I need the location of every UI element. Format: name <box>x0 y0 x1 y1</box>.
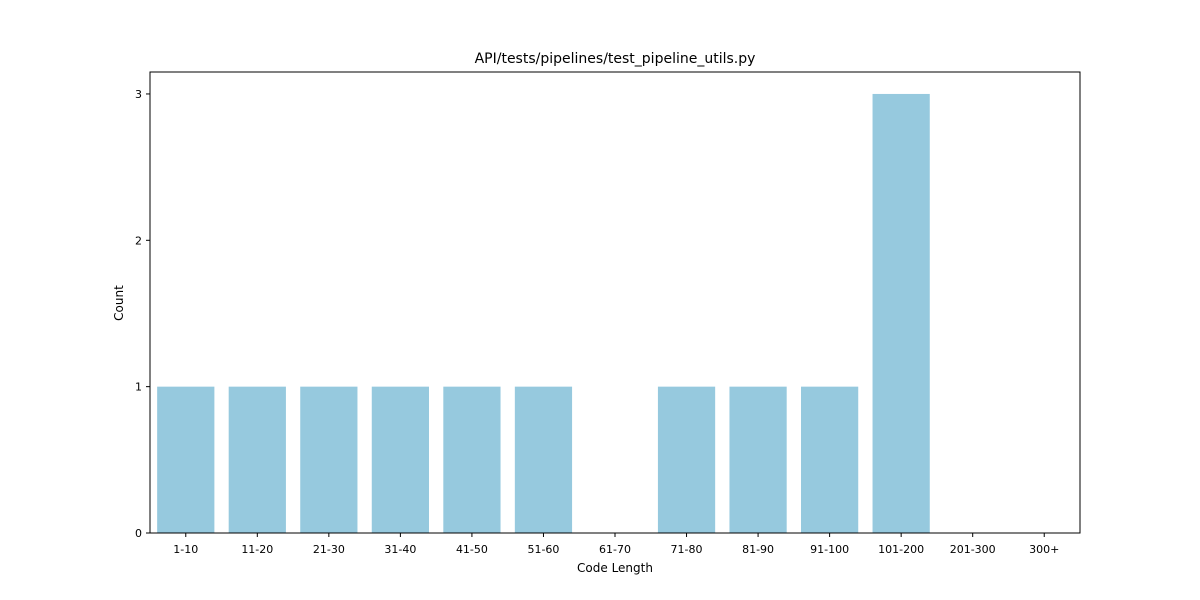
x-tick-label: 201-300 <box>950 543 996 556</box>
x-axis: 1-10 11-20 21-30 31-40 41-50 51-60 61-70 71-80 8… <box>173 533 1059 556</box>
x-tick-label: 41-50 <box>456 543 488 556</box>
y-axis: 0 1 2 3 <box>135 88 150 540</box>
y-tick-label: 1 <box>135 381 142 394</box>
x-tick-label: 61-70 <box>599 543 631 556</box>
x-tick-label: 300+ <box>1029 543 1059 556</box>
bar-1-10 <box>157 386 215 533</box>
bar-81-90 <box>729 386 787 533</box>
bar-21-30 <box>300 386 358 533</box>
x-axis-label: Code Length <box>577 561 653 575</box>
y-axis-label: Count <box>112 285 126 321</box>
bars-group <box>157 93 930 533</box>
bar-91-100 <box>801 386 859 533</box>
bar-31-40 <box>371 386 429 533</box>
chart-title: API/tests/pipelines/test_pipeline_utils.… <box>475 51 756 67</box>
y-tick-label: 3 <box>135 88 142 101</box>
y-tick-label: 0 <box>135 527 142 540</box>
x-tick-label: 71-80 <box>671 543 703 556</box>
x-tick-label: 31-40 <box>384 543 416 556</box>
x-tick-label: 21-30 <box>313 543 345 556</box>
bar-101-200 <box>872 93 930 533</box>
x-tick-label: 101-200 <box>878 543 924 556</box>
x-tick-label: 1-10 <box>173 543 198 556</box>
x-tick-label: 11-20 <box>241 543 273 556</box>
x-tick-label: 81-90 <box>742 543 774 556</box>
bar-51-60 <box>514 386 573 533</box>
bar-41-50 <box>443 386 501 533</box>
x-tick-label: 91-100 <box>810 543 849 556</box>
x-tick-label: 51-60 <box>527 543 559 556</box>
bar-11-20 <box>228 386 286 533</box>
y-tick-label: 2 <box>135 234 142 247</box>
plot-frame <box>149 71 1081 534</box>
bar-71-80 <box>657 386 716 533</box>
